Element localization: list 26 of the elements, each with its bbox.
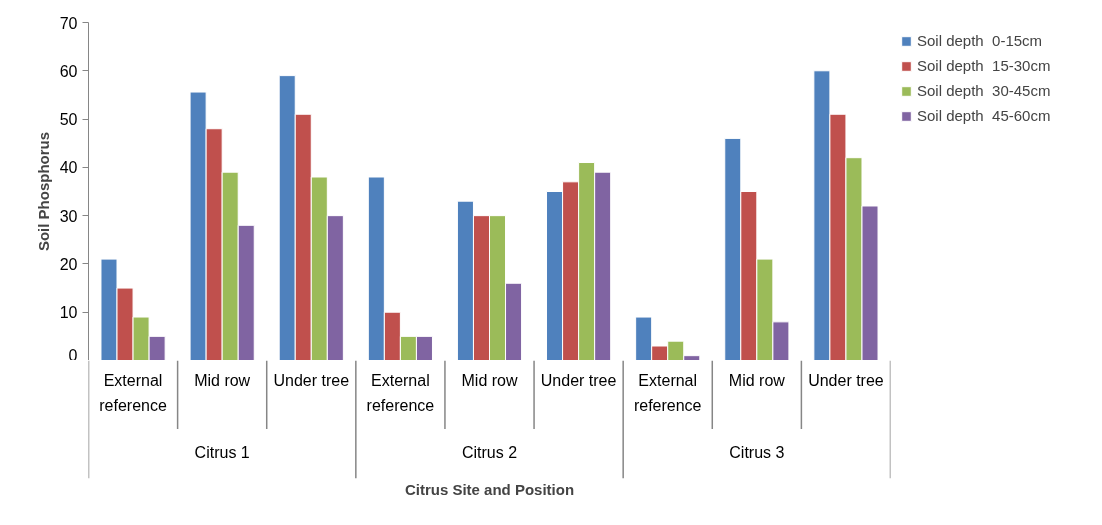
y-tick-label: 60 bbox=[59, 62, 78, 80]
text: Citrus 1 bbox=[194, 444, 250, 462]
legend-label: Soil depth 0-15cm bbox=[917, 32, 1043, 49]
text: Citrus 3 bbox=[729, 444, 785, 462]
x-tick-label: External reference bbox=[633, 372, 702, 414]
x-tick-label: External reference bbox=[99, 372, 167, 414]
y-tick-label: 40 bbox=[59, 159, 78, 177]
y-tick-label: 20 bbox=[59, 255, 78, 273]
y-tick-label: 50 bbox=[59, 111, 78, 129]
y-tick-label: 10 bbox=[59, 304, 78, 322]
y-tick-label: 30 bbox=[59, 207, 78, 225]
x-tick-label: Under tree bbox=[540, 372, 617, 390]
x-tick-label: Mid row bbox=[728, 372, 786, 390]
legend-label: Soil depth 30-45cm bbox=[917, 82, 1051, 99]
x-tick-label: Under tree bbox=[273, 372, 350, 390]
text: Citrus 2 bbox=[461, 444, 518, 462]
x-axis-title: Citrus Site and Position bbox=[404, 480, 575, 498]
y-tick-label: 70 bbox=[59, 14, 78, 32]
x-tick-label: Mid row bbox=[194, 372, 251, 390]
x-tick-label: External reference bbox=[366, 372, 435, 414]
legend-label: Soil depth 15-30cm bbox=[917, 57, 1051, 74]
x-tick-label: Mid row bbox=[461, 372, 518, 390]
legend-label: Soil depth 45-60cm bbox=[917, 107, 1051, 124]
y-axis-title: Soil Phosphorus bbox=[34, 131, 52, 252]
x-tick-label: Under tree bbox=[808, 372, 884, 390]
y-tick-label: 0 bbox=[68, 346, 78, 364]
